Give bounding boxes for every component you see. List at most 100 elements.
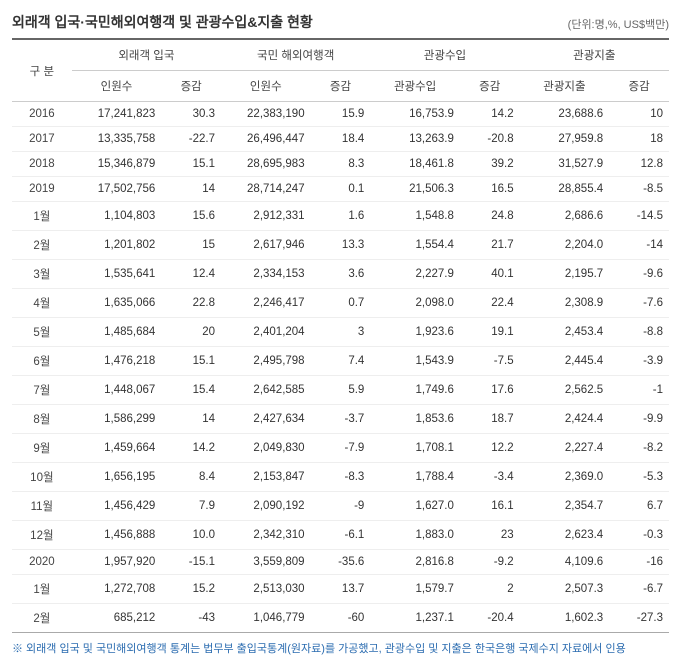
- spending: 23,688.6: [520, 102, 610, 127]
- arrivals-count: 1,586,299: [72, 405, 162, 434]
- spending: 2,227.4: [520, 434, 610, 463]
- th-group-departures: 국민 해외여행객: [221, 39, 370, 71]
- departures-change: -9: [311, 492, 371, 521]
- row-label: 2017: [12, 127, 72, 152]
- table-header: 구 분 외래객 입국 국민 해외여행객 관광수입 관광지출 인원수 증감 인원수…: [12, 39, 669, 102]
- departures-count: 2,049,830: [221, 434, 311, 463]
- arrivals-count: 1,635,066: [72, 289, 162, 318]
- row-label: 8월: [12, 405, 72, 434]
- arrivals-change: 15: [161, 231, 221, 260]
- departures-count: 2,334,153: [221, 260, 311, 289]
- revenue: 1,237.1: [370, 604, 460, 633]
- departures-change: 13.7: [311, 575, 371, 604]
- departures-count: 2,617,946: [221, 231, 311, 260]
- arrivals-change: 15.1: [161, 347, 221, 376]
- departures-count: 2,513,030: [221, 575, 311, 604]
- revenue-change: 40.1: [460, 260, 520, 289]
- arrivals-change: 30.3: [161, 102, 221, 127]
- table-row: 9월1,459,66414.22,049,830-7.91,708.112.22…: [12, 434, 669, 463]
- spending: 4,109.6: [520, 550, 610, 575]
- revenue: 1,853.6: [370, 405, 460, 434]
- table-row: 5월1,485,684202,401,20431,923.619.12,453.…: [12, 318, 669, 347]
- departures-change: 5.9: [311, 376, 371, 405]
- arrivals-count: 685,212: [72, 604, 162, 633]
- spending: 2,369.0: [520, 463, 610, 492]
- spending-change: 18: [609, 127, 669, 152]
- th-change: 증감: [460, 71, 520, 102]
- spending: 28,855.4: [520, 177, 610, 202]
- th-change: 증감: [609, 71, 669, 102]
- th-count: 인원수: [72, 71, 162, 102]
- departures-change: 3.6: [311, 260, 371, 289]
- row-label: 5월: [12, 318, 72, 347]
- departures-change: 7.4: [311, 347, 371, 376]
- row-label: 2016: [12, 102, 72, 127]
- table-row: 1월1,272,70815.22,513,03013.71,579.722,50…: [12, 575, 669, 604]
- revenue-change: 39.2: [460, 152, 520, 177]
- row-label: 2월: [12, 231, 72, 260]
- table-row: 12월1,456,88810.02,342,310-6.11,883.0232,…: [12, 521, 669, 550]
- revenue: 1,548.8: [370, 202, 460, 231]
- spending-change: -14: [609, 231, 669, 260]
- spending-change: -27.3: [609, 604, 669, 633]
- revenue-change: 12.2: [460, 434, 520, 463]
- spending: 1,602.3: [520, 604, 610, 633]
- departures-count: 2,246,417: [221, 289, 311, 318]
- page-title: 외래객 입국·국민해외여행객 및 관광수입&지출 현황: [12, 12, 313, 32]
- row-label: 3월: [12, 260, 72, 289]
- departures-change: 13.3: [311, 231, 371, 260]
- revenue-change: 19.1: [460, 318, 520, 347]
- revenue-change: -9.2: [460, 550, 520, 575]
- spending-change: -7.6: [609, 289, 669, 318]
- table-row: 11월1,456,4297.92,090,192-91,627.016.12,3…: [12, 492, 669, 521]
- table-row: 8월1,586,299142,427,634-3.71,853.618.72,4…: [12, 405, 669, 434]
- table-row: 201815,346,87915.128,695,9838.318,461.83…: [12, 152, 669, 177]
- spending: 2,308.9: [520, 289, 610, 318]
- row-label: 2월: [12, 604, 72, 633]
- departures-change: 18.4: [311, 127, 371, 152]
- revenue-change: 18.7: [460, 405, 520, 434]
- arrivals-change: 10.0: [161, 521, 221, 550]
- departures-change: -8.3: [311, 463, 371, 492]
- revenue: 1,579.7: [370, 575, 460, 604]
- arrivals-count: 1,272,708: [72, 575, 162, 604]
- spending: 2,445.4: [520, 347, 610, 376]
- revenue-change: 16.5: [460, 177, 520, 202]
- arrivals-change: 22.8: [161, 289, 221, 318]
- spending-change: -8.5: [609, 177, 669, 202]
- spending-change: -0.3: [609, 521, 669, 550]
- table-row: 4월1,635,06622.82,246,4170.72,098.022.42,…: [12, 289, 669, 318]
- revenue-change: 23: [460, 521, 520, 550]
- arrivals-count: 1,485,684: [72, 318, 162, 347]
- spending: 2,507.3: [520, 575, 610, 604]
- departures-count: 28,714,247: [221, 177, 311, 202]
- table-row: 201617,241,82330.322,383,19015.916,753.9…: [12, 102, 669, 127]
- departures-change: -7.9: [311, 434, 371, 463]
- th-change: 증감: [161, 71, 221, 102]
- spending: 2,354.7: [520, 492, 610, 521]
- row-label: 6월: [12, 347, 72, 376]
- arrivals-count: 1,448,067: [72, 376, 162, 405]
- arrivals-change: 20: [161, 318, 221, 347]
- departures-count: 2,495,798: [221, 347, 311, 376]
- revenue: 13,263.9: [370, 127, 460, 152]
- revenue: 16,753.9: [370, 102, 460, 127]
- arrivals-count: 1,104,803: [72, 202, 162, 231]
- revenue-change: -7.5: [460, 347, 520, 376]
- row-label: 4월: [12, 289, 72, 318]
- revenue: 1,554.4: [370, 231, 460, 260]
- arrivals-change: 7.9: [161, 492, 221, 521]
- revenue: 1,788.4: [370, 463, 460, 492]
- revenue-change: -20.4: [460, 604, 520, 633]
- departures-count: 2,642,585: [221, 376, 311, 405]
- arrivals-count: 1,535,641: [72, 260, 162, 289]
- spending-change: 12.8: [609, 152, 669, 177]
- spending-change: -3.9: [609, 347, 669, 376]
- header-row: 외래객 입국·국민해외여행객 및 관광수입&지출 현황 (단위:명,%, US$…: [12, 12, 669, 32]
- row-label: 2019: [12, 177, 72, 202]
- th-count: 인원수: [221, 71, 311, 102]
- departures-count: 28,695,983: [221, 152, 311, 177]
- arrivals-change: 15.6: [161, 202, 221, 231]
- spending-change: -6.7: [609, 575, 669, 604]
- spending-change: 10: [609, 102, 669, 127]
